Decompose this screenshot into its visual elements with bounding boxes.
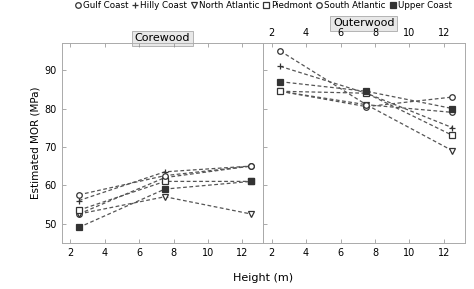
- Text: Height (m): Height (m): [233, 273, 293, 283]
- Y-axis label: Estimated MOR (MPa): Estimated MOR (MPa): [30, 87, 40, 199]
- Title: Corewood: Corewood: [135, 33, 190, 43]
- Legend: Gulf Coast, Hilly Coast, North Atlantic, Piedmont, South Atlantic, Upper Coast: Gulf Coast, Hilly Coast, North Atlantic,…: [74, 1, 452, 10]
- Title: Outerwood: Outerwood: [333, 18, 394, 29]
